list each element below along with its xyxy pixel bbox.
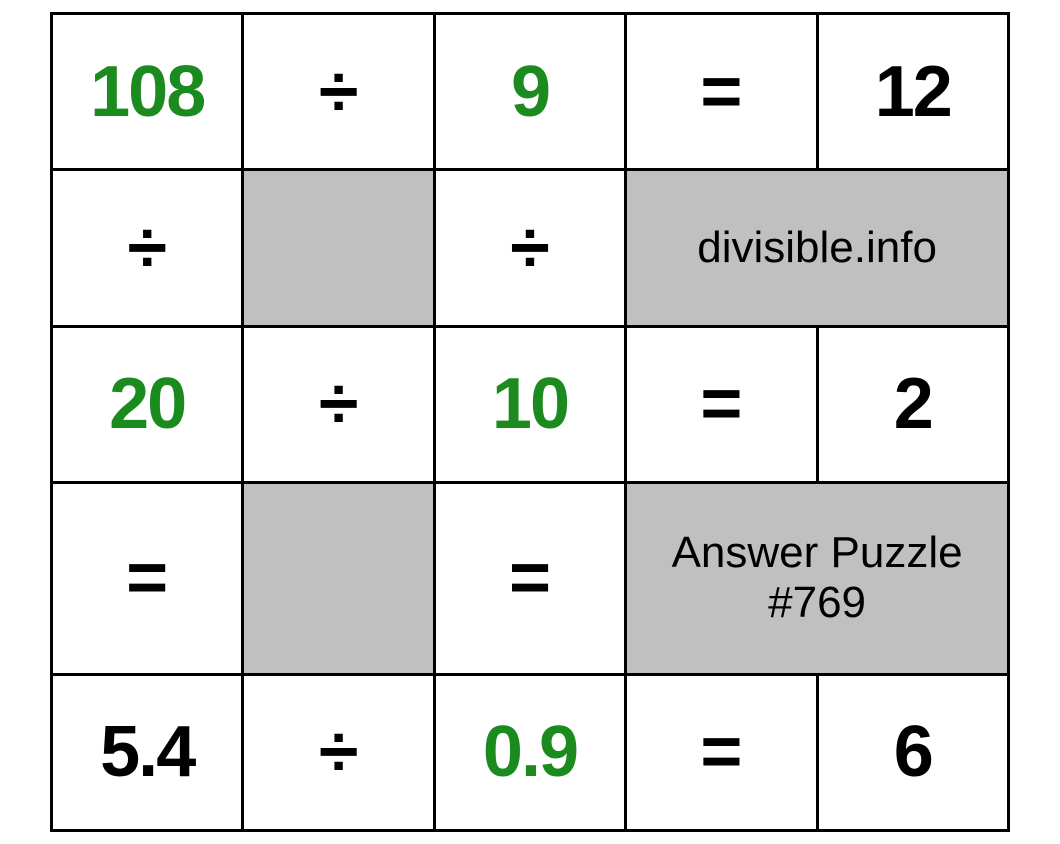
cell-operator: = bbox=[626, 14, 817, 170]
cell-number: 0.9 bbox=[434, 674, 625, 830]
puzzle-container: 108 ÷ 9 = 12 ÷ ÷ divisible.info 20 ÷ 10 … bbox=[50, 12, 1010, 832]
value: 2 bbox=[894, 364, 932, 444]
cell-operator: ÷ bbox=[243, 674, 434, 830]
cell-number: 20 bbox=[52, 326, 243, 482]
cell-number: 5.4 bbox=[52, 674, 243, 830]
cell-number: 12 bbox=[817, 14, 1008, 170]
puzzle-grid: 108 ÷ 9 = 12 ÷ ÷ divisible.info 20 ÷ 10 … bbox=[50, 12, 1010, 832]
table-row: ÷ ÷ divisible.info bbox=[52, 170, 1009, 326]
cell-operator: = bbox=[626, 326, 817, 482]
value: 9 bbox=[511, 52, 549, 132]
cell-operator: = bbox=[52, 482, 243, 674]
value: 12 bbox=[875, 52, 951, 132]
divide-icon: ÷ bbox=[510, 208, 550, 288]
cell-number: 9 bbox=[434, 14, 625, 170]
cell-operator: ÷ bbox=[52, 170, 243, 326]
table-row: = = Answer Puzzle#769 bbox=[52, 482, 1009, 674]
cell-operator: ÷ bbox=[243, 326, 434, 482]
value: 108 bbox=[90, 52, 204, 132]
equals-icon: = bbox=[509, 538, 551, 618]
equals-icon: = bbox=[700, 712, 742, 792]
value: 6 bbox=[894, 712, 932, 792]
cell-number: 6 bbox=[817, 674, 1008, 830]
cell-blank bbox=[243, 170, 434, 326]
equals-icon: = bbox=[700, 52, 742, 132]
cell-blank bbox=[243, 482, 434, 674]
divide-icon: ÷ bbox=[319, 364, 359, 444]
cell-operator: = bbox=[626, 674, 817, 830]
cell-operator: = bbox=[434, 482, 625, 674]
cell-operator: ÷ bbox=[434, 170, 625, 326]
equals-icon: = bbox=[126, 538, 168, 618]
value: 10 bbox=[492, 364, 568, 444]
value: 20 bbox=[109, 364, 185, 444]
equals-icon: = bbox=[700, 364, 742, 444]
table-row: 108 ÷ 9 = 12 bbox=[52, 14, 1009, 170]
divide-icon: ÷ bbox=[127, 208, 167, 288]
table-row: 5.4 ÷ 0.9 = 6 bbox=[52, 674, 1009, 830]
divide-icon: ÷ bbox=[319, 712, 359, 792]
cell-number: 108 bbox=[52, 14, 243, 170]
table-row: 20 ÷ 10 = 2 bbox=[52, 326, 1009, 482]
cell-number: 2 bbox=[817, 326, 1008, 482]
value: 0.9 bbox=[483, 712, 577, 792]
cell-operator: ÷ bbox=[243, 14, 434, 170]
value: 5.4 bbox=[100, 712, 194, 792]
cell-number: 10 bbox=[434, 326, 625, 482]
divide-icon: ÷ bbox=[319, 52, 359, 132]
cell-site-credit: divisible.info bbox=[626, 170, 1009, 326]
site-credit-text: divisible.info bbox=[697, 223, 937, 272]
puzzle-id-text: Answer Puzzle#769 bbox=[672, 528, 963, 628]
cell-puzzle-id: Answer Puzzle#769 bbox=[626, 482, 1009, 674]
